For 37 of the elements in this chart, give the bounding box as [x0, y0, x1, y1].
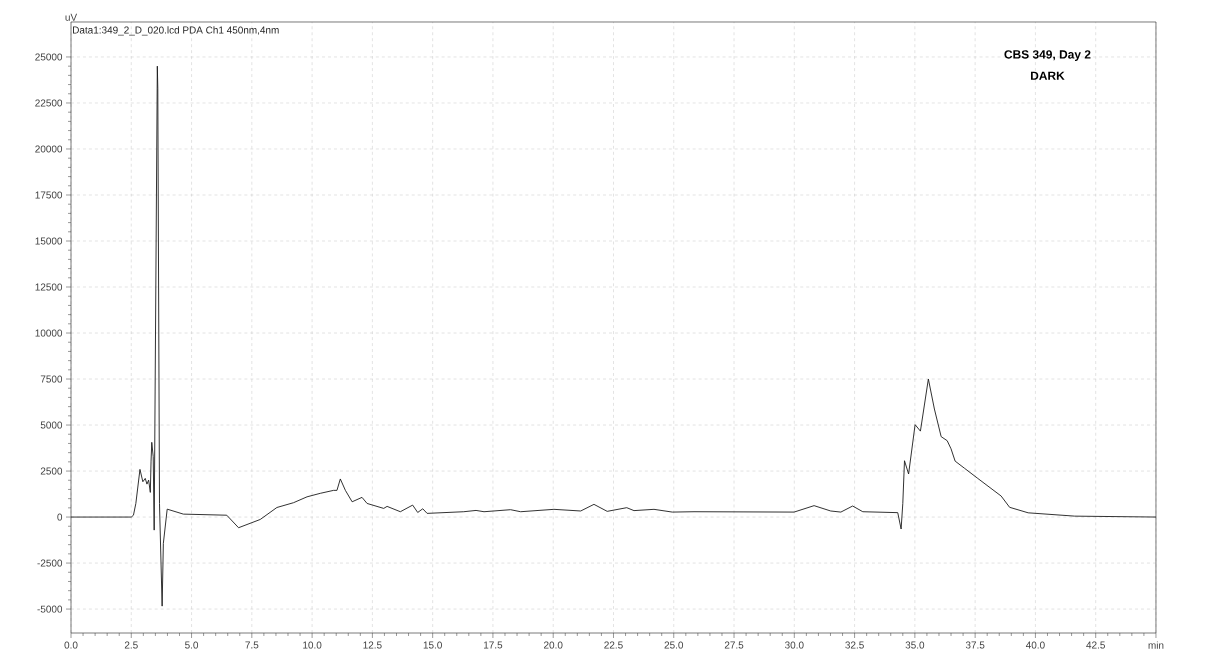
- x-tick-label: 17.5: [484, 641, 503, 649]
- y-tick-label: -5000: [37, 605, 63, 613]
- y-tick-label: 22500: [35, 99, 63, 107]
- y-tick-label: 7500: [40, 375, 63, 383]
- x-tick-label: 42.5: [1086, 641, 1105, 649]
- y-tick-label: 5000: [40, 421, 63, 429]
- x-tick-label: 10.0: [303, 641, 322, 649]
- x-tick-label: 30.0: [784, 641, 804, 649]
- x-tick-label: 2.5: [124, 641, 138, 649]
- text: CBS 349, Day 2: [1004, 50, 1091, 62]
- x-tick-label: 25.0: [664, 641, 684, 649]
- line-series: [70, 65, 1157, 607]
- y-tick-label: 10000: [35, 329, 63, 337]
- y-tick-label: 12500: [35, 283, 63, 291]
- x-tick-label: 12.5: [363, 641, 382, 649]
- x-tick-label: 40.0: [1025, 641, 1045, 649]
- y-tick-label: 15000: [35, 237, 63, 245]
- x-tick-label: 37.5: [965, 641, 985, 649]
- x-tick-label: 32.5: [845, 641, 864, 649]
- x-tick-label: 27.5: [724, 641, 744, 649]
- y-tick-label: 2500: [40, 467, 63, 475]
- y-tick-label: 0: [57, 513, 63, 521]
- x-tick-label: 7.5: [245, 641, 259, 649]
- x-tick-label: 20.0: [544, 641, 563, 649]
- y-tick-label: 25000: [35, 53, 63, 61]
- x-tick-label: 35.0: [905, 641, 925, 649]
- x-tick-label: 22.5: [604, 641, 623, 649]
- y-tick-label: 20000: [35, 145, 63, 153]
- x-tick-label: 0.0: [64, 641, 78, 649]
- x-tick-label: 5.0: [185, 641, 199, 649]
- x-tick-label: 15.0: [423, 641, 442, 649]
- y-axis-title: uV: [65, 13, 78, 21]
- annotation: Data1:349_2_D_020.lcd PDA Ch1 450nm,4nm: [73, 26, 279, 36]
- y-tick-label: 17500: [35, 191, 63, 199]
- x-tick-label: min: [1148, 641, 1164, 649]
- text: DARK: [1030, 71, 1065, 80]
- y-tick-label: -2500: [37, 559, 63, 567]
